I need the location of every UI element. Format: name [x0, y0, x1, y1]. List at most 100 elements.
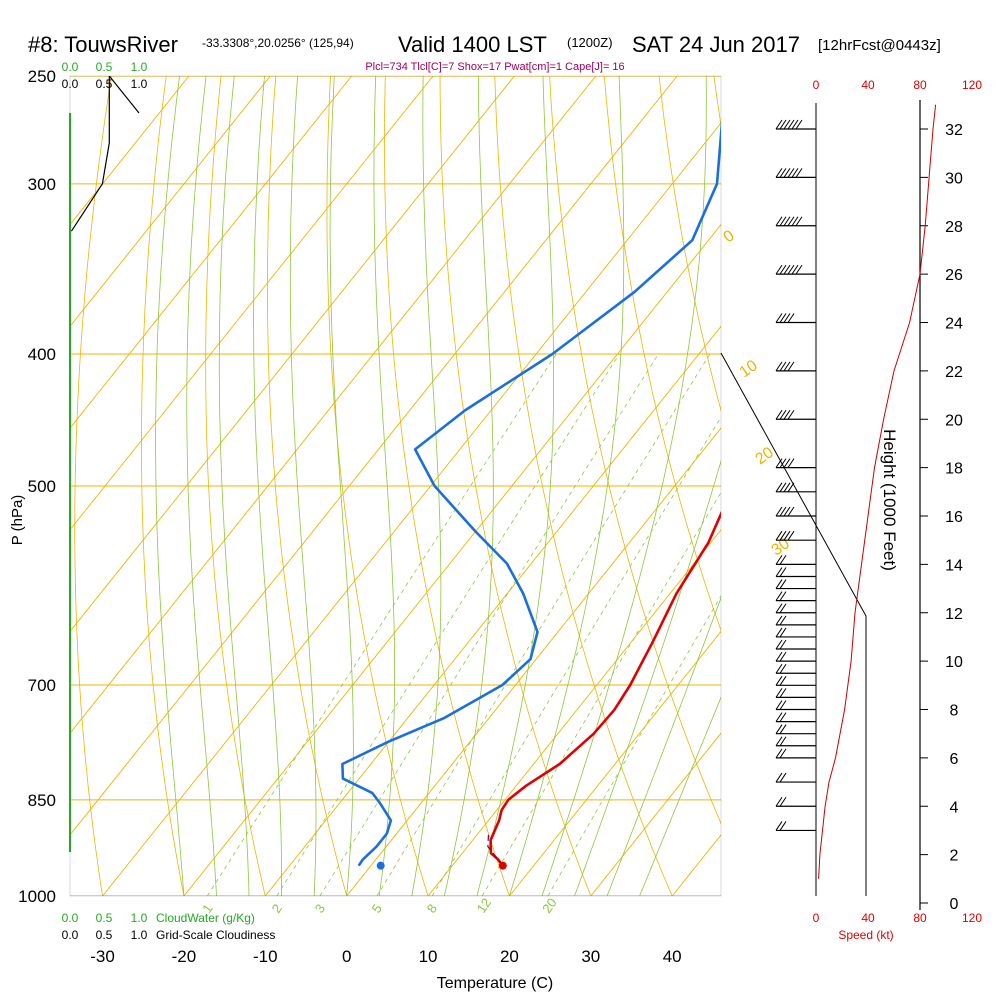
mixing-ratio-line: [431, 416, 721, 896]
wind-barb-feather: [787, 458, 795, 468]
speed-tick-bottom: 120: [962, 911, 982, 925]
wind-barb-feather: [775, 603, 783, 614]
speed-tick-top: 80: [913, 78, 927, 92]
wind-barb-feather: [779, 530, 787, 541]
wind-barb-feather: [779, 579, 787, 589]
moist-adiabat-line: [289, 76, 317, 896]
isotherm-line: [102, 122, 721, 896]
wind-barb-feather: [775, 724, 783, 734]
wind-barb-feather: [779, 615, 787, 626]
forecast-date: SAT 24 Jun 2017: [632, 32, 800, 57]
wind-barb-feather: [783, 530, 791, 541]
cloudiness-scale-bottom: 0.5: [96, 928, 113, 942]
mixing-ratio-label: 8: [424, 901, 440, 916]
wind-barb-feather: [779, 168, 787, 178]
wind-barb-feather: [779, 700, 787, 710]
speed-tick-bottom: 0: [813, 911, 820, 925]
moist-adiabat-line: [186, 76, 217, 896]
wind-barb-feather: [783, 168, 791, 178]
cloudwater-scale-bottom: 1.0: [131, 911, 148, 925]
isotherm-line: [70, 76, 271, 328]
wind-barb-feather: [787, 216, 795, 227]
wind-barb-feather: [787, 530, 795, 541]
wind-barb-feather: [779, 555, 787, 565]
mixing-ratio-label: 2: [269, 901, 285, 916]
mixing-ratio-line: [481, 491, 721, 896]
pressure-tick-label: 1000: [18, 887, 56, 906]
isotherm-line: [70, 76, 515, 633]
moist-adiabat-line: [509, 76, 625, 896]
wind-barb-feather: [795, 264, 803, 275]
wind-barb-feather: [795, 216, 803, 227]
pressure-axis-label: P (hPa): [9, 495, 26, 546]
wind-barb-feather: [787, 482, 795, 493]
height-tick-label: 26: [945, 267, 963, 284]
wind-barb-feather: [779, 119, 787, 130]
isotherm-line: [70, 76, 597, 734]
mixing-ratio-line: [276, 353, 620, 896]
height-tick-label: 18: [945, 461, 963, 478]
pressure-tick-label: 700: [28, 676, 56, 695]
height-tick-label: 4: [950, 799, 959, 816]
wind-speed-profile: [818, 104, 937, 879]
parcel-path: [487, 833, 504, 867]
wind-barb-feather: [775, 216, 783, 227]
temperature-tick-label: 30: [581, 947, 600, 966]
speed-tick-top: 0: [813, 78, 820, 92]
dry-adiabat-line: [439, 76, 592, 896]
grid-layer: [69, 75, 1000, 897]
surface-temperature-marker: [498, 861, 507, 870]
wind-barb-feather: [775, 458, 783, 468]
wind-barb-feather: [775, 555, 783, 565]
wind-barb-feather: [779, 639, 787, 650]
temperature-tick-label: -20: [172, 947, 197, 966]
cloudwater-scale-top: 0.5: [96, 60, 113, 74]
wind-barb-feather: [775, 579, 783, 589]
moist-adiabat-line: [411, 76, 442, 896]
axis-layer: 1 2 3 5 8 12 2001020302503004005007008501000P …: [9, 60, 793, 992]
cloudwater-scale-top: 0.0: [62, 60, 79, 74]
wind-barb-feather: [779, 627, 787, 638]
dewpoint-line: [341, 121, 721, 867]
height-tick-label: 22: [945, 364, 963, 381]
dry-adiabat-line: [141, 76, 185, 896]
moist-adiabat-line: [443, 76, 494, 896]
wind-barb-feather: [775, 772, 783, 783]
isotherm-line: [754, 76, 1000, 896]
wind-barb-feather: [779, 651, 787, 662]
moist-adiabat-line: [155, 76, 185, 896]
moist-adiabat-line: [218, 76, 250, 896]
dry-adiabat-line: [266, 76, 348, 896]
wind-barb-feather: [791, 168, 799, 178]
dry-adiabat-line: [933, 76, 1000, 896]
wind-barb-feather: [783, 506, 791, 517]
wind-barb-feather: [775, 663, 783, 674]
wind-barb-feather: [779, 736, 787, 747]
mixing-ratio-line: [376, 353, 711, 896]
temperature-tick-label: 40: [663, 947, 682, 966]
height-tick-label: 30: [945, 170, 963, 187]
moist-adiabat-line: [639, 696, 721, 896]
wind-barb-feather: [775, 651, 783, 662]
cloudiness-scale-top: 1.0: [131, 77, 148, 91]
cloudiness-label: Grid-Scale Cloudiness: [156, 928, 275, 942]
mixing-ratio-label: 5: [369, 901, 385, 916]
wind-barb-feather: [779, 482, 787, 493]
wind-barb-feather: [779, 591, 787, 601]
speed-tick-top: 40: [861, 78, 875, 92]
wind-barb-feather: [775, 676, 783, 686]
station-title: #8: TouwsRiver: [28, 32, 178, 57]
pressure-tick-label: 300: [28, 175, 56, 194]
height-axis-label: Height (1000 Feet): [880, 429, 899, 571]
speed-tick-bottom: 80: [913, 911, 927, 925]
isotherm-line: [590, 732, 721, 896]
dry-adiabat-line: [713, 76, 721, 128]
mixing-ratio-label: 3: [312, 901, 328, 916]
wind-barb-feather: [779, 724, 787, 734]
height-tick-label: 20: [945, 412, 963, 429]
wind-barb-feather: [775, 482, 783, 493]
wind-barb-feather: [783, 458, 791, 468]
cloudiness-scale-bottom: 1.0: [131, 928, 148, 942]
wind-barb-feather: [787, 409, 795, 420]
